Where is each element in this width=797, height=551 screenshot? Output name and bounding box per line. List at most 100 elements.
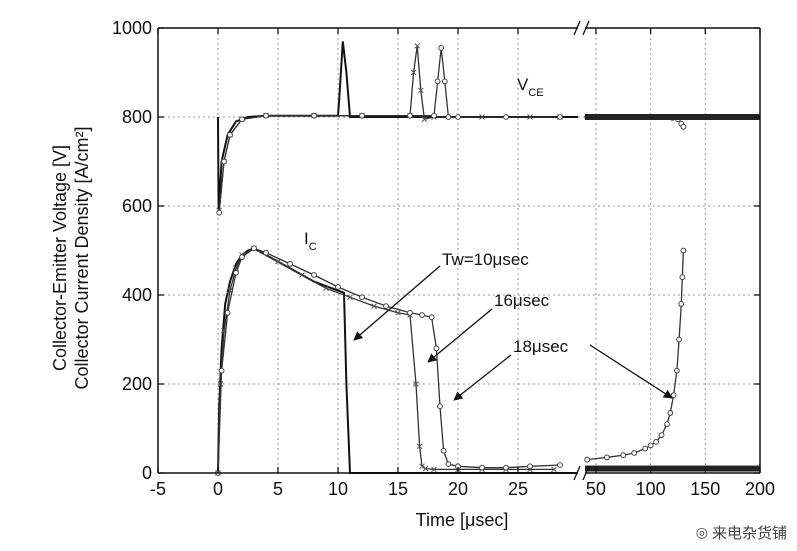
data-point	[239, 254, 245, 261]
data-point	[667, 410, 674, 416]
data-point	[414, 42, 421, 49]
series-2	[215, 245, 557, 476]
data-point	[311, 112, 317, 119]
y-tick-label: 200	[122, 374, 152, 394]
data-point	[419, 312, 425, 318]
data-point	[631, 450, 638, 456]
data-point	[434, 78, 441, 85]
data-point	[299, 272, 305, 278]
y-tick-label: 800	[122, 107, 152, 127]
data-point	[371, 303, 377, 309]
data-point	[395, 309, 401, 316]
data-point	[218, 367, 225, 374]
series-8	[585, 114, 760, 120]
data-point	[311, 272, 317, 278]
data-point	[216, 209, 223, 216]
data-point	[678, 301, 685, 307]
data-point	[680, 247, 687, 254]
data-point	[221, 158, 227, 165]
data-point	[431, 466, 437, 473]
data-point	[445, 114, 452, 120]
data-point	[664, 421, 670, 427]
tw18-arrow-left	[453, 354, 512, 401]
data-point	[551, 466, 557, 473]
data-point	[527, 463, 533, 470]
axis-break-mark	[582, 465, 590, 481]
data-point	[642, 445, 649, 452]
watermark-text: 来电杂货铺	[711, 524, 787, 542]
y-axis-label-1: Collector-Emitter Voltage [V]	[50, 145, 70, 371]
data-point	[407, 309, 413, 316]
data-point	[431, 112, 437, 119]
data-point	[335, 284, 341, 290]
data-point	[653, 438, 659, 445]
series-layer	[215, 41, 760, 476]
series-5	[216, 45, 563, 216]
tw16-arrow	[427, 308, 493, 363]
data-point	[680, 123, 687, 130]
wechat-icon: ◎	[695, 524, 708, 541]
vce-label: VCE	[517, 75, 544, 99]
tw18-arrow-right	[589, 344, 673, 399]
tw16-label: 16μsec	[494, 291, 550, 310]
y-tick-label: 0	[142, 463, 152, 483]
data-point	[670, 392, 677, 399]
data-point	[251, 245, 257, 252]
x-tick-label: 15	[388, 479, 408, 499]
data-point	[620, 452, 627, 459]
data-point	[422, 465, 429, 472]
data-point	[287, 260, 293, 267]
data-point	[421, 116, 428, 123]
series-3	[216, 42, 563, 214]
series-line	[218, 47, 560, 213]
series-1	[217, 41, 578, 211]
y-axis-label-2: Collector Current Density [A/cm²]	[72, 126, 92, 389]
data-point	[263, 249, 269, 256]
series-line	[217, 41, 578, 211]
data-point	[658, 432, 665, 439]
data-point	[417, 87, 424, 94]
data-point	[347, 294, 353, 301]
axes	[157, 20, 761, 481]
data-point	[416, 443, 423, 450]
data-point	[433, 345, 440, 352]
data-point	[323, 285, 329, 292]
tw18-label: 18μsec	[513, 337, 569, 356]
x-axis-label: Time [μsec]	[416, 510, 509, 530]
data-point	[647, 442, 654, 449]
data-point	[428, 314, 435, 321]
data-point	[603, 454, 610, 461]
x-tick-label: 50	[586, 479, 606, 499]
y-tick-label: 400	[122, 285, 152, 305]
data-point	[557, 114, 563, 120]
series-line	[585, 465, 760, 472]
data-point	[359, 294, 365, 301]
data-point	[676, 336, 682, 343]
data-point	[410, 69, 417, 76]
data-point	[679, 274, 686, 281]
data-point	[275, 258, 281, 265]
data-point	[437, 403, 443, 410]
x-tick-label: 25	[508, 479, 528, 499]
x-tick-label: 20	[448, 479, 468, 499]
series-line	[585, 114, 760, 120]
data-point	[413, 381, 419, 387]
data-point	[584, 456, 591, 463]
data-point	[263, 112, 269, 119]
y-tick-label: 1000	[112, 18, 152, 38]
tw10-label: Tw=10μsec	[442, 250, 529, 269]
x-tick-label: 100	[636, 479, 666, 499]
data-point	[233, 269, 239, 276]
series-line	[587, 250, 685, 461]
data-point	[503, 114, 509, 120]
data-point	[445, 461, 452, 468]
x-tick-label: 200	[745, 479, 775, 499]
data-point	[227, 131, 233, 138]
x-tick-label: -5	[150, 479, 166, 499]
axis-break-mark	[573, 20, 581, 36]
watermark: ◎ 来电杂货铺	[696, 522, 787, 543]
series-9	[585, 465, 760, 472]
axis-break-mark	[573, 465, 581, 481]
